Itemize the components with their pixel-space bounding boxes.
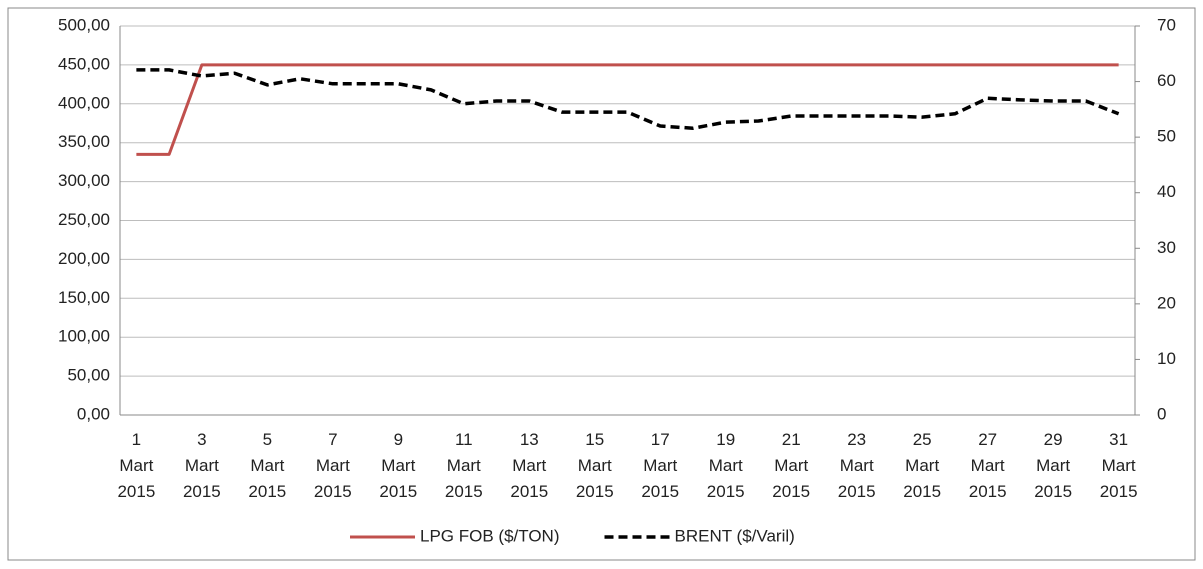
x-tick-label: 19 Mart 2015	[707, 430, 745, 501]
x-tick-label: 13 Mart 2015	[510, 430, 548, 501]
x-tick-label: 27 Mart 2015	[969, 430, 1007, 501]
y-tick-label: 300,00	[58, 171, 110, 190]
y2-tick-label: 30	[1157, 238, 1176, 257]
y-tick-label: 100,00	[58, 327, 110, 346]
y2-tick-label: 70	[1157, 15, 1176, 34]
y2-tick-label: 10	[1157, 349, 1176, 368]
y2-tick-label: 0	[1157, 404, 1166, 423]
x-tick-label: 11 Mart 2015	[445, 430, 483, 501]
x-tick-label: 9 Mart 2015	[379, 430, 417, 501]
x-tick-label: 1 Mart 2015	[117, 430, 155, 501]
y-tick-label: 250,00	[58, 210, 110, 229]
y-tick-label: 350,00	[58, 132, 110, 151]
y-tick-label: 150,00	[58, 288, 110, 307]
x-tick-label: 29 Mart 2015	[1034, 430, 1072, 501]
x-tick-label: 15 Mart 2015	[576, 430, 614, 501]
x-tick-label: 25 Mart 2015	[903, 430, 941, 501]
y-tick-label: 50,00	[67, 366, 110, 385]
x-tick-label: 17 Mart 2015	[641, 430, 679, 501]
y2-tick-label: 50	[1157, 127, 1176, 146]
series-line	[136, 63, 1119, 156]
y2-tick-label: 20	[1157, 293, 1176, 312]
x-tick-label: 21 Mart 2015	[772, 430, 810, 501]
legend-label: BRENT ($/Varil)	[675, 526, 795, 545]
y2-tick-label: 60	[1157, 71, 1176, 90]
x-tick-label: 31 Mart 2015	[1100, 430, 1138, 501]
y-tick-label: 0,00	[77, 404, 110, 423]
y-tick-label: 500,00	[58, 15, 110, 34]
series-line	[136, 68, 1120, 131]
legend-label: LPG FOB ($/TON)	[420, 526, 560, 545]
y2-tick-label: 40	[1157, 182, 1176, 201]
y-tick-label: 400,00	[58, 93, 110, 112]
x-tick-label: 23 Mart 2015	[838, 430, 876, 501]
x-tick-label: 7 Mart 2015	[314, 430, 352, 501]
x-tick-label: 3 Mart 2015	[183, 430, 221, 501]
y-tick-label: 450,00	[58, 54, 110, 73]
y-tick-label: 200,00	[58, 249, 110, 268]
x-tick-label: 5 Mart 2015	[248, 430, 286, 501]
chart-border	[7, 7, 1196, 561]
